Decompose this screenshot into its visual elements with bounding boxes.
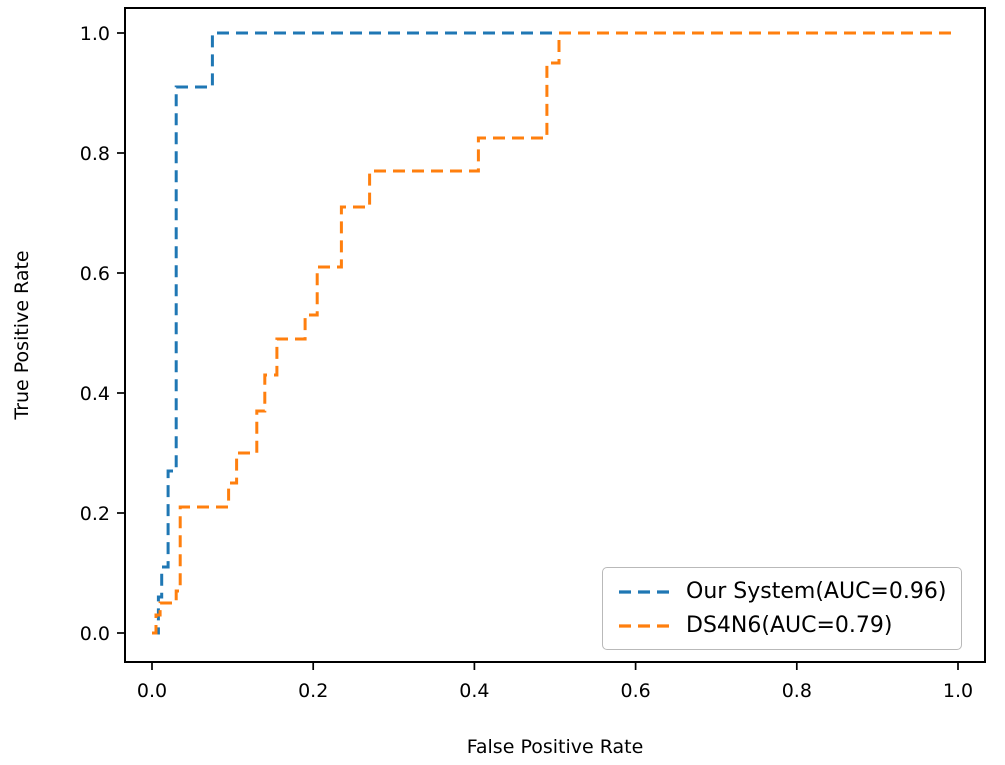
y-axis-label: True Positive Rate (11, 250, 33, 420)
x-tick-label: 1.0 (943, 680, 973, 702)
y-tick-label: 0.0 (80, 623, 110, 645)
chart-legend: Our System(AUC=0.96) DS4N6(AUC=0.79) (602, 567, 963, 650)
y-tick-label: 0.8 (80, 143, 110, 165)
x-tick-label: 0.8 (782, 680, 812, 702)
dashed-line-icon (619, 623, 671, 628)
x-tick-label: 0.0 (137, 680, 167, 702)
y-tick-label: 1.0 (80, 23, 110, 45)
series-line-our-system (152, 31, 958, 635)
y-tick-label: 0.2 (80, 503, 110, 525)
x-tick-label: 0.6 (620, 680, 650, 702)
legend-item-our-system: Our System(AUC=0.96) (618, 579, 946, 604)
x-tick-label: 0.4 (459, 680, 489, 702)
x-tick-label: 0.2 (298, 680, 328, 702)
legend-item-ds4n6: DS4N6(AUC=0.79) (618, 613, 946, 638)
x-axis-label: False Positive Rate (466, 736, 644, 758)
axes-frame (124, 7, 986, 663)
legend-label-ds4n6: DS4N6(AUC=0.79) (686, 613, 893, 638)
y-tick-label: 0.6 (80, 263, 110, 285)
dashed-line-icon (619, 589, 671, 594)
legend-label-our-system: Our System(AUC=0.96) (686, 579, 947, 604)
series-line-ds4n6 (152, 31, 958, 635)
y-tick-label: 0.4 (80, 383, 110, 405)
